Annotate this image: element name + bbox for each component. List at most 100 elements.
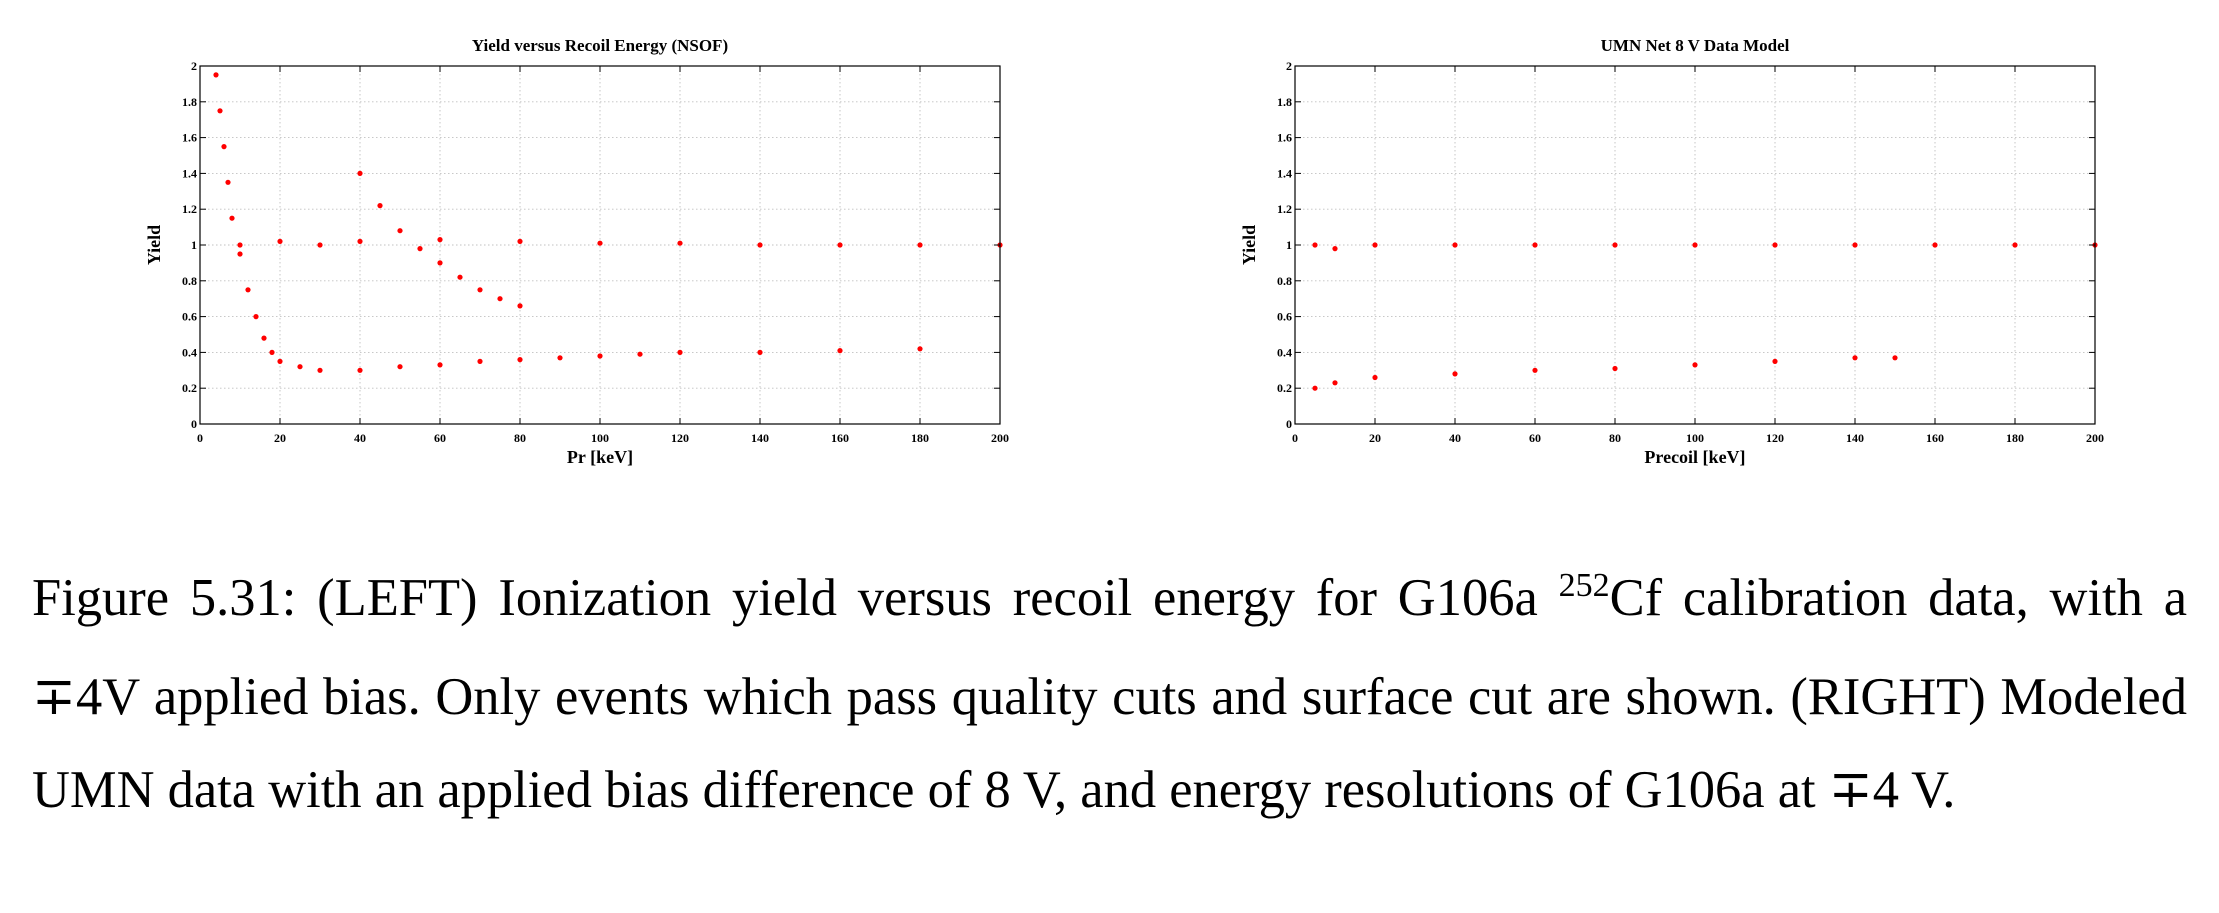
- right-data-point: [1852, 242, 1858, 248]
- left-data-point: [477, 287, 483, 293]
- right-data-point: [1692, 362, 1698, 368]
- right-y-tick-label: 0.6: [1277, 310, 1292, 324]
- right-x-tick-label: 120: [1766, 431, 1784, 445]
- right-data-point: [1612, 242, 1618, 248]
- left-data-point: [517, 238, 523, 244]
- left-data-point: [517, 357, 523, 363]
- left-data-point: [277, 358, 283, 364]
- right-y-tick-label: 1.6: [1277, 131, 1292, 145]
- right-x-tick-label: 60: [1529, 431, 1541, 445]
- right-data-point: [1532, 367, 1538, 373]
- left-data-point: [245, 287, 251, 293]
- right-y-tick-label: 0: [1286, 417, 1292, 431]
- figure-caption: Figure 5.31: (LEFT) Ionization yield ver…: [32, 552, 2187, 837]
- left-x-tick-label: 60: [434, 431, 446, 445]
- left-data-point: [261, 335, 267, 341]
- left-scatter-panel: Yield versus Recoil Energy (NSOF) 0 20 40 60…: [140, 20, 1020, 485]
- left-y-tick-label: 1.8: [182, 95, 197, 109]
- left-data-point: [237, 251, 243, 257]
- left-y-tick-label: 0: [191, 417, 197, 431]
- right-x-axis-label: Precoil [keV]: [1644, 447, 1745, 467]
- left-data-point: [317, 367, 323, 373]
- right-data-point: [1372, 374, 1378, 381]
- left-x-tick-label: 20: [274, 431, 286, 445]
- right-data-point: [1452, 371, 1458, 377]
- left-x-tick-label: 200: [991, 431, 1009, 445]
- left-x-tick-label: 140: [751, 431, 769, 445]
- right-y-tick-label: 1.8: [1277, 95, 1292, 109]
- left-data-point: [757, 242, 763, 248]
- right-data-point: [1332, 380, 1338, 386]
- left-data-point: [457, 274, 463, 280]
- left-y-tick-label: 0.6: [182, 310, 197, 324]
- left-x-tick-label: 160: [831, 431, 849, 445]
- right-data-point: [1612, 365, 1618, 372]
- left-data-point: [277, 238, 283, 244]
- left-data-point: [253, 314, 259, 320]
- left-data-point: [229, 215, 235, 221]
- right-y-tick-label: 1.2: [1277, 202, 1292, 216]
- right-scatter-panel: UMN Net 8 V Data Model 0 20 40 60 80 100 120 140…: [1235, 20, 2115, 485]
- right-data-point: [1312, 385, 1318, 391]
- left-data-point: [497, 296, 503, 302]
- right-y-tick-label: 0.2: [1277, 381, 1292, 395]
- left-data-point: [221, 144, 227, 150]
- right-data-point: [1772, 242, 1778, 248]
- left-y-tick-label: 1.6: [182, 131, 197, 145]
- right-y-tick-label: 1: [1286, 238, 1292, 252]
- right-y-tick-label: 2: [1286, 59, 1292, 73]
- left-data-point: [837, 242, 843, 248]
- right-y-axis-label: Yield: [1239, 225, 1259, 265]
- left-data-point: [917, 346, 923, 352]
- left-data-point: [237, 242, 243, 248]
- right-data-point: [1852, 355, 1858, 361]
- left-scatter-chart: Yield versus Recoil Energy (NSOF) 0 20 40 60…: [144, 36, 1009, 467]
- right-data-point: [1312, 242, 1318, 248]
- left-data-point: [677, 349, 683, 355]
- left-data-point: [225, 179, 231, 185]
- left-data-point: [317, 242, 323, 248]
- right-data-point: [1892, 355, 1898, 361]
- caption-text-part1: Figure 5.31: (LEFT) Ionization yield ver…: [32, 569, 1559, 627]
- right-y-tick-label: 1.4: [1277, 166, 1292, 180]
- right-y-tick-label: 0.4: [1277, 345, 1292, 359]
- left-y-axis-label: Yield: [144, 225, 164, 265]
- left-data-point: [597, 240, 603, 246]
- left-x-tick-label: 100: [591, 431, 609, 445]
- left-data-point: [917, 242, 923, 248]
- right-x-tick-label: 100: [1686, 431, 1704, 445]
- left-x-tick-label: 80: [514, 431, 526, 445]
- right-x-tick-label: 180: [2006, 431, 2024, 445]
- left-y-tick-label: 0.4: [182, 345, 197, 359]
- left-data-point: [213, 72, 219, 78]
- left-data-point: [357, 367, 363, 373]
- left-data-point: [557, 355, 563, 361]
- left-data-point: [837, 348, 843, 354]
- left-y-tick-label: 0.8: [182, 274, 197, 288]
- right-x-tick-label: 20: [1369, 431, 1381, 445]
- left-data-point: [437, 260, 443, 266]
- caption-superscript: 252: [1558, 567, 1610, 604]
- left-data-point: [437, 237, 443, 243]
- right-data-points: [1312, 242, 2098, 391]
- left-data-point: [217, 108, 223, 114]
- left-x-tick-label: 40: [354, 431, 366, 445]
- left-data-point: [597, 353, 603, 359]
- right-x-tick-label: 160: [1926, 431, 1944, 445]
- left-data-point: [437, 362, 443, 368]
- left-data-point: [477, 358, 483, 364]
- left-x-tick-label: 120: [671, 431, 689, 445]
- right-data-point: [1932, 242, 1938, 248]
- right-data-point: [1332, 246, 1338, 252]
- left-data-point: [757, 349, 763, 355]
- left-chart-title: Yield versus Recoil Energy (NSOF): [472, 36, 728, 55]
- right-y-tick-label: 0.8: [1277, 274, 1292, 288]
- right-x-tick-label: 40: [1449, 431, 1461, 445]
- right-x-tick-label: 80: [1609, 431, 1621, 445]
- right-data-point: [1452, 242, 1458, 248]
- right-x-tick-label: 140: [1846, 431, 1864, 445]
- caption-text-part2: Cf calibration data, with a ∓4V applied …: [32, 569, 2187, 819]
- left-x-axis-label: Pr [keV]: [567, 447, 633, 467]
- left-data-point: [637, 351, 643, 357]
